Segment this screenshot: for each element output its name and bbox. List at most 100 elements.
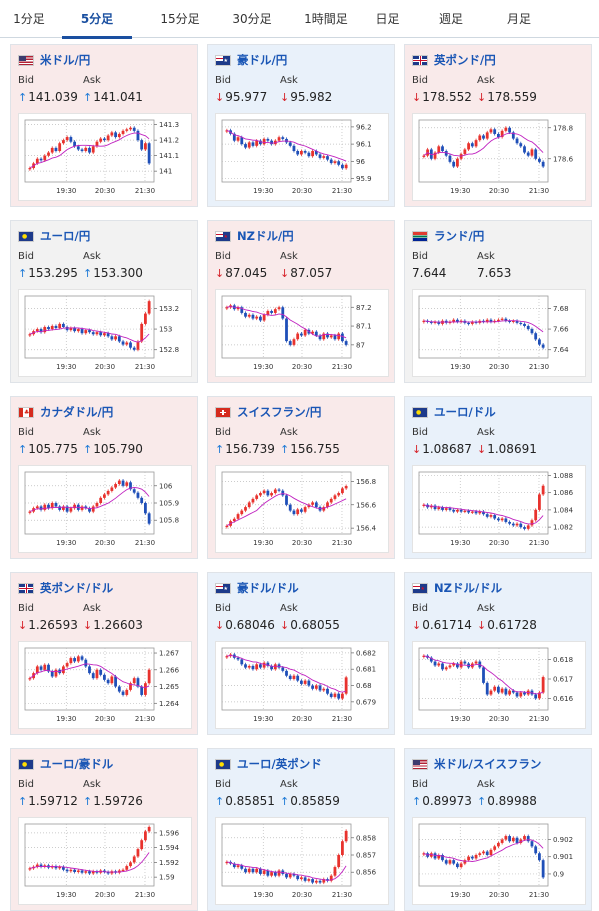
y-tick-label: 87.2 xyxy=(356,304,372,312)
arrow-down-icon: ↓ xyxy=(412,91,422,104)
tab-6[interactable]: 週足 xyxy=(438,12,463,26)
candle-body xyxy=(296,875,300,880)
pair-title[interactable]: ★ 豪ドル/円 xyxy=(215,52,287,68)
pair-title[interactable]: ★ NZドル/ドル xyxy=(412,580,502,596)
candle-body xyxy=(62,323,65,327)
arrow-down-icon: ↓ xyxy=(215,619,225,632)
tab-7[interactable]: 月足 xyxy=(506,12,531,26)
candle-body xyxy=(285,873,288,878)
rate-card[interactable]: ★ 豪ドル/ドル Bid Ask ↓0.68046 ↓0.68055 19:30 20:30 2… xyxy=(207,572,395,735)
candle-body xyxy=(433,321,437,324)
pair-title[interactable]: スイスフラン/円 xyxy=(215,404,321,420)
mini-chart[interactable]: 19:30 20:30 21:30 141.3 141.2 141.1 141 xyxy=(18,113,192,201)
candle-body xyxy=(129,127,132,130)
rate-card[interactable]: 英ポンド/円 Bid Ask ↓178.552 ↓178.559 19:30 20:30 21… xyxy=(404,44,592,207)
ask-label: Ask xyxy=(280,75,298,86)
candle-body xyxy=(523,146,526,153)
tab-1[interactable]: 5分足 xyxy=(62,0,132,39)
candle-body xyxy=(270,493,273,496)
y-tick-label: 0.9 xyxy=(553,870,564,878)
pair-name[interactable]: NZドル/ドル xyxy=(434,581,503,595)
mini-chart[interactable]: 19:30 20:30 21:30 153.2 153 152.8 xyxy=(18,289,192,377)
tab-4[interactable]: 1時間足 xyxy=(304,12,348,26)
moving-average-line xyxy=(423,320,544,333)
bid-price: ↑141.039 xyxy=(18,90,78,104)
candle-body xyxy=(470,856,474,859)
rate-card[interactable]: 米ドル/円 Bid Ask ↑141.039 ↑141.041 19:30 20:30 21:… xyxy=(10,44,198,207)
pair-title[interactable]: ★ 豪ドル/ドル xyxy=(215,580,299,596)
pair-title[interactable]: 米ドル/円 xyxy=(18,52,90,68)
mini-chart[interactable]: 19:30 20:30 21:30 0.858 0.857 0.856 xyxy=(215,817,389,905)
rate-card[interactable]: ★ 豪ドル/円 Bid Ask ↓95.977 ↓95.982 19:30 20:30 21:3… xyxy=(207,44,395,207)
candle-body xyxy=(534,149,538,159)
moving-average-line xyxy=(226,305,347,339)
rate-card[interactable]: ランド/円 Bid Ask 7.644 7.653 19:30 20:30 21:30 7.68… xyxy=(404,220,592,383)
pair-name[interactable]: 米ドル/円 xyxy=(40,53,91,67)
rate-card[interactable]: ★ NZドル/ドル Bid Ask ↓0.61714 ↓0.61728 19:30 20:30… xyxy=(404,572,592,735)
rate-card[interactable]: 英ポンド/ドル Bid Ask ↓1.26593 ↓1.26603 19:30 20:30 2… xyxy=(10,572,198,735)
mini-chart[interactable]: 19:30 20:30 21:30 96.2 96.1 96 95.9 xyxy=(215,113,389,201)
pair-title[interactable]: ♣ カナダドル/円 xyxy=(18,404,113,420)
tab-5[interactable]: 日足 xyxy=(375,12,400,26)
candle-body xyxy=(244,144,247,148)
rate-card[interactable]: ● ユーロ/ドル Bid Ask ↓1.08687 ↓1.08691 19:30 20:30 2… xyxy=(404,396,592,559)
pair-name[interactable]: ユーロ/ドル xyxy=(434,405,496,419)
candle-body xyxy=(285,495,288,505)
eu-flag-icon: ● xyxy=(215,758,231,770)
candle-body xyxy=(456,319,459,322)
mini-chart[interactable]: 19:30 20:30 21:30 0.902 0.901 0.9 xyxy=(412,817,586,905)
candle-body xyxy=(333,335,337,340)
pair-title[interactable]: 英ポンド/円 xyxy=(412,52,496,68)
pair-name[interactable]: 豪ドル/円 xyxy=(237,53,288,67)
pair-name[interactable]: 英ポンド/円 xyxy=(434,53,496,67)
candle-body xyxy=(307,152,311,157)
mini-chart[interactable]: 19:30 20:30 21:30 0.618 0.617 0.616 xyxy=(412,641,586,729)
candle-body xyxy=(341,841,344,855)
pair-title[interactable]: 米ドル/スイスフラン xyxy=(412,756,541,772)
pair-name[interactable]: ランド/円 xyxy=(434,229,485,243)
pair-title[interactable]: ● ユーロ/円 xyxy=(18,228,90,244)
pair-title[interactable]: ● ユーロ/ドル xyxy=(412,404,496,420)
pair-title[interactable]: 英ポンド/ドル xyxy=(18,580,113,596)
mini-chart[interactable]: 19:30 20:30 21:30 1.267 1.266 1.265 1.264 xyxy=(18,641,192,729)
pair-name[interactable]: ユーロ/英ポンド xyxy=(237,757,322,771)
rate-card[interactable]: ● ユーロ/円 Bid Ask ↑153.295 ↑153.300 19:30 20:30 21… xyxy=(10,220,198,383)
candle-body xyxy=(69,869,73,872)
candle-body xyxy=(117,336,121,342)
candle-body xyxy=(140,840,144,850)
mini-chart[interactable]: 19:30 20:30 21:30 7.68 7.66 7.64 xyxy=(412,289,586,377)
mini-chart[interactable]: 19:30 20:30 21:30 1.596 1.594 1.592 1.59 xyxy=(18,817,192,905)
mini-chart[interactable]: 19:30 20:30 21:30 0.682 0.681 0.68 0.679 xyxy=(215,641,389,729)
rate-card[interactable]: ♣ カナダドル/円 Bid Ask ↑105.775 ↑105.790 19:30 20:30… xyxy=(10,396,198,559)
mini-chart[interactable]: 19:30 20:30 21:30 156.8 156.6 156.4 xyxy=(215,465,389,553)
tab-3[interactable]: 30分足 xyxy=(232,12,272,26)
pair-name[interactable]: カナダドル/円 xyxy=(40,405,114,419)
rate-card[interactable]: ● ユーロ/英ポンド Bid Ask ↑0.85851 ↑0.85859 19:30 20:3… xyxy=(207,748,395,911)
tab-2[interactable]: 15分足 xyxy=(160,12,200,26)
mini-chart[interactable]: 19:30 20:30 21:30 87.2 87.1 87 xyxy=(215,289,389,377)
rate-card[interactable]: ★ NZドル/円 Bid Ask ↓87.045 ↓87.057 19:30 20:30 21:… xyxy=(207,220,395,383)
pair-title[interactable]: ランド/円 xyxy=(412,228,484,244)
pair-name[interactable]: 豪ドル/ドル xyxy=(237,581,299,595)
moving-average-line xyxy=(423,839,544,862)
mini-chart[interactable]: 19:30 20:30 21:30 1.088 1.086 1.084 1.082 xyxy=(412,465,586,553)
pair-title[interactable]: ● ユーロ/豪ドル xyxy=(18,756,113,772)
mini-chart[interactable]: 19:30 20:30 21:30 178.8 178.6 xyxy=(412,113,586,201)
x-tick-label: 20:30 xyxy=(489,363,509,371)
rate-card[interactable]: 米ドル/スイスフラン Bid Ask ↑0.89973 ↑0.89988 19:30 20:… xyxy=(404,748,592,911)
pair-name[interactable]: スイスフラン/円 xyxy=(237,405,322,419)
pair-title[interactable]: ● ユーロ/英ポンド xyxy=(215,756,322,772)
candle-body xyxy=(103,494,106,498)
tab-0[interactable]: 1分足 xyxy=(13,12,45,26)
pair-title[interactable]: ★ NZドル/円 xyxy=(215,228,294,244)
pair-name[interactable]: 米ドル/スイスフラン xyxy=(434,757,542,771)
pair-name[interactable]: NZドル/円 xyxy=(237,229,294,243)
pair-name[interactable]: ユーロ/円 xyxy=(40,229,91,243)
pair-name[interactable]: 英ポンド/ドル xyxy=(40,581,114,595)
x-tick-label: 20:30 xyxy=(95,891,115,899)
rate-card[interactable]: ● ユーロ/豪ドル Bid Ask ↑1.59712 ↑1.59726 19:30 20:30… xyxy=(10,748,198,911)
mini-chart[interactable]: 19:30 20:30 21:30 106 105.9 105.8 xyxy=(18,465,192,553)
arrow-up-icon: ↑ xyxy=(215,795,225,808)
rate-card[interactable]: スイスフラン/円 Bid Ask ↑156.739 ↑156.755 19:30 20:30… xyxy=(207,396,395,559)
pair-name[interactable]: ユーロ/豪ドル xyxy=(40,757,114,771)
